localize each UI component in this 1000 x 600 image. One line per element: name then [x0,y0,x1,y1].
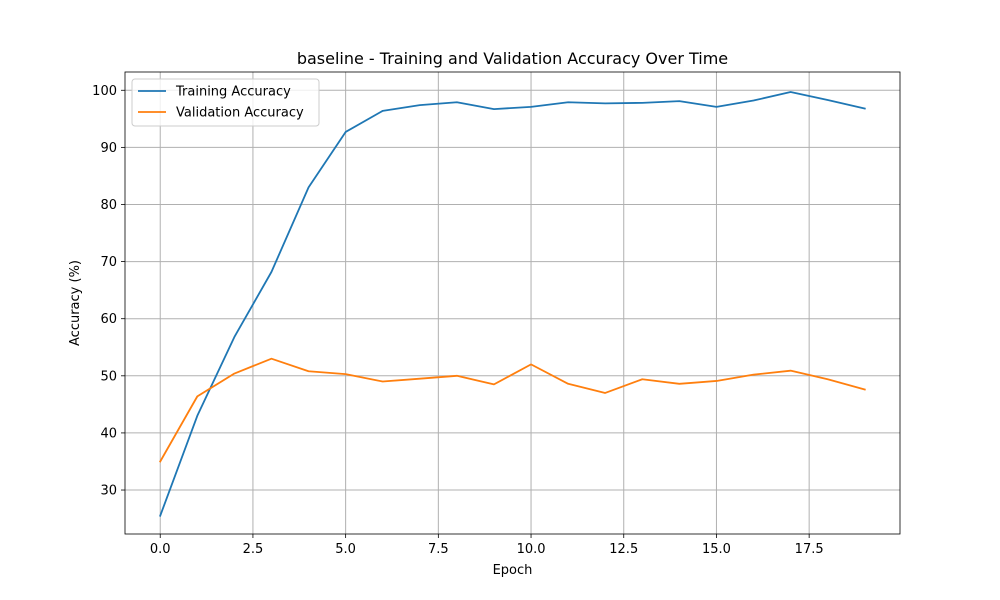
x-tick-label: 5.0 [335,542,356,557]
plot-area-border [124,71,901,535]
x-axis-ticks: 0.0 2.5 5.0 7.5 10.0 12.5 15.0 17.5 [150,534,824,557]
y-axis-ticks: 30 40 50 60 70 80 90 100 [92,84,125,499]
x-tick-label: 7.5 [428,542,449,557]
x-axis-title: Epoch [493,563,533,578]
series-lines [159,91,866,517]
x-tick-label: 15.0 [702,542,731,557]
y-tick-label: 30 [100,484,117,499]
y-tick-label: 40 [100,426,117,441]
x-tick-label: 2.5 [243,542,264,557]
y-axis-title: Accuracy (%) [68,260,83,346]
y-tick-label: 60 [100,312,117,327]
chart-title: baseline - Training and Validation Accur… [297,49,728,68]
y-tick-label: 100 [92,84,117,99]
series-line-training-accuracy [159,91,866,517]
y-tick-label: 90 [100,141,117,156]
x-tick-label: 12.5 [609,542,638,557]
legend-label: Validation Accuracy [176,106,304,121]
legend: Training Accuracy Validation Accuracy [131,78,320,127]
grid-lines [125,72,900,534]
x-tick-label: 10.0 [517,542,546,557]
y-tick-label: 80 [100,198,117,213]
plot-area-background [125,72,900,534]
x-tick-label: 17.5 [795,542,824,557]
legend-label: Training Accuracy [175,85,291,100]
y-tick-label: 70 [100,255,117,270]
y-tick-label: 50 [100,369,117,384]
series-line-validation-accuracy [159,357,866,463]
x-tick-label: 0.0 [150,542,171,557]
legend-box [131,78,320,127]
